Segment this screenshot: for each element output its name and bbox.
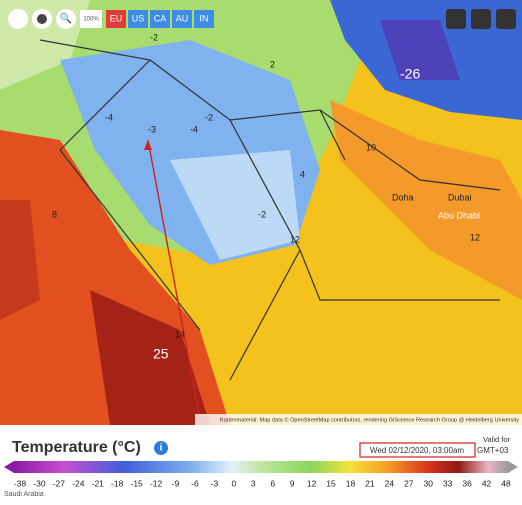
scale-label: -27 (53, 478, 66, 488)
map-label: -4 (190, 124, 198, 134)
scale-label: -3 (211, 478, 219, 488)
highlight-box (359, 442, 476, 458)
scale-label: 33 (443, 478, 453, 488)
region-label: EU (110, 13, 123, 23)
info-icon: i (160, 443, 163, 454)
globe-icon (37, 14, 47, 24)
info-button[interactable] (154, 441, 168, 455)
attribution: Kartenmaterial: Map data © OpenStreetMap… (220, 416, 519, 423)
map-label: 8 (52, 209, 57, 219)
scale-label: -6 (191, 478, 199, 488)
scale-label: 27 (404, 478, 414, 488)
zoom-level: 100% (83, 17, 99, 23)
map-label: -4 (105, 112, 113, 122)
refresh-button[interactable] (8, 9, 28, 29)
region-button[interactable] (194, 10, 214, 28)
scale-label: 0 (231, 478, 236, 488)
twitter-button[interactable] (446, 9, 466, 29)
map-label: -26 (400, 66, 420, 82)
scale-label: -30 (33, 478, 46, 488)
scale-label: -18 (111, 478, 124, 488)
scale-label: 36 (462, 478, 472, 488)
region-label: IN (200, 13, 209, 23)
scale-label: 24 (385, 478, 395, 488)
map-label: 25 (153, 346, 169, 362)
map-label: Doha (392, 192, 414, 202)
scale-label: 6 (270, 478, 275, 488)
scale-label: -21 (92, 478, 105, 488)
scale-label: -15 (130, 478, 143, 488)
scale-label: -38 (14, 478, 27, 488)
scale-label: 48 (501, 478, 511, 488)
colorbar-end (508, 461, 518, 473)
scale-label: 21 (365, 478, 375, 488)
region-button[interactable] (150, 10, 170, 28)
scale-label: 12 (307, 478, 317, 488)
scale-label: 30 (424, 478, 434, 488)
colorbar-end (4, 461, 14, 473)
region-button[interactable] (172, 10, 192, 28)
map-label: 10 (366, 142, 376, 152)
map-label: Dubai (448, 192, 472, 202)
timezone: GMT+03 (477, 446, 509, 455)
map-label: 14 (175, 329, 185, 339)
region-label: US (132, 13, 145, 23)
zoom-button[interactable] (56, 9, 76, 29)
legend-scale: -38 -30 -27 -24 -21 -18 -15 -12 -9 -6 -3 0 3 6 9 12 15 18… (14, 478, 511, 488)
scale-label: 42 (482, 478, 492, 488)
scale-label: -12 (150, 478, 163, 488)
scale-label: 18 (346, 478, 356, 488)
colorbar (14, 461, 508, 473)
download-button[interactable] (496, 9, 516, 29)
attribution-bg (195, 414, 522, 425)
legend-title: Temperature (°C) (12, 439, 141, 456)
toolbar: 🔍 100% EU US CA AU IN (8, 9, 516, 29)
valid-label: Valid for (483, 435, 510, 444)
map-label: -2 (258, 209, 266, 219)
map-label: Abu Dhabi (438, 210, 480, 220)
map-label: -2 (205, 112, 213, 122)
region-button[interactable] (128, 10, 148, 28)
scale-label: -9 (172, 478, 180, 488)
location-label: Saudi Arabia (4, 491, 44, 498)
map-labels: -26 25 Doha Dubai Abu Dhabi -2 -4 -4 -3 … (52, 32, 480, 361)
region-label: CA (154, 13, 167, 23)
region-button[interactable] (106, 10, 126, 28)
map-label: -2 (150, 32, 158, 42)
scale-label: 3 (251, 478, 256, 488)
map-label: -3 (148, 124, 156, 134)
scale-label: 15 (326, 478, 336, 488)
valid-time: Wed 02/12/2020, 03:00am (370, 446, 464, 455)
scale-label: -24 (72, 478, 85, 488)
map-label: 4 (300, 169, 305, 179)
facebook-button[interactable] (471, 9, 491, 29)
map-label: 12 (470, 232, 480, 242)
scale-label: 9 (290, 478, 295, 488)
zoom-level-box[interactable] (80, 10, 102, 28)
region-label: AU (176, 13, 189, 23)
zoom-icon: 🔍 (60, 12, 72, 25)
map-label: 2 (270, 59, 275, 69)
map-label: 12 (290, 234, 300, 244)
